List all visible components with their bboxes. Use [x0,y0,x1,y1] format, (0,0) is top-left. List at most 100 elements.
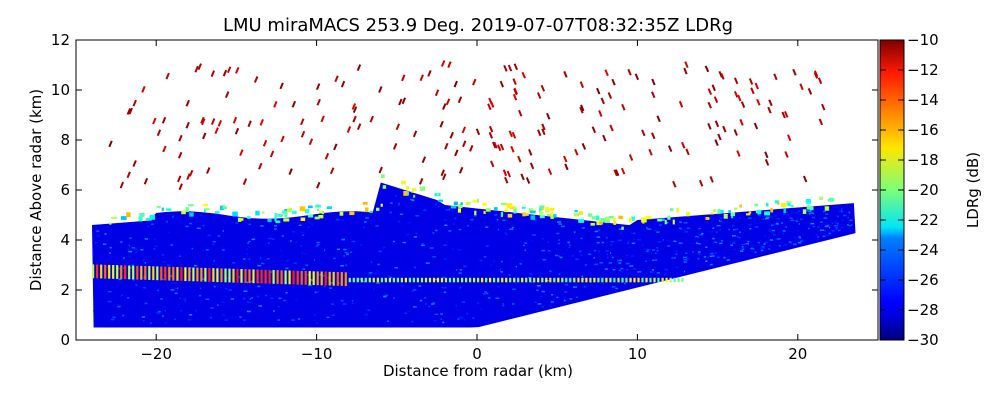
upper-echo-mark [541,123,546,131]
cloud-speckle-cell [432,256,437,258]
edge-cell [513,209,517,214]
cloud-speckle-cell [719,242,723,245]
cloud-speckle-cell [819,221,823,223]
cloud-speckle-cell [96,235,101,237]
upper-echo-mark [707,101,712,109]
bright-band-cell [529,277,532,283]
cloud-speckle-cell [683,259,688,261]
edge-cell [766,202,769,207]
edge-cell [591,216,596,220]
upper-echo-mark [132,99,137,107]
cloud-speckle-cell [819,235,822,237]
cloud-speckle-cell [716,251,720,253]
cloud-speckle-cell [305,264,308,266]
cloud-speckle-cell [330,303,335,305]
upper-echo-mark [141,86,146,93]
upper-echo-mark [234,127,240,135]
edge-cell [156,206,161,209]
bright-band-cell [573,277,576,283]
cloud-speckle-cell [684,270,686,273]
upper-echo-mark [300,118,305,126]
cloud-speckle-cell [307,226,310,228]
cloud-speckle-cell [736,219,739,221]
edge-cell [494,207,498,211]
cloud-speckle-cell [769,239,773,241]
cloud-speckle-cell [747,217,752,219]
cloud-speckle-cell [472,243,475,245]
cloud-speckle-cell [153,311,155,314]
upper-echo-mark [143,177,149,185]
cloud-speckle-cell [604,268,608,270]
edge-cell [780,202,787,208]
cloud-speckle-cell [610,234,613,236]
bright-band-cell [541,277,544,283]
bright-band-cell [400,277,403,283]
cloud-speckle-cell [683,261,687,263]
cloud-speckle-cell [807,227,810,230]
cloud-speckle-cell [448,230,452,232]
edge-cell [646,216,652,220]
bright-band-cell [360,277,363,283]
cloud-speckle-cell [264,259,268,261]
cloud-speckle-cell [698,237,700,239]
cloud-speckle-cell [213,260,215,262]
edge-cell [824,206,830,211]
cloud-speckle-cell [664,274,667,276]
cloud-speckle-cell [700,233,703,236]
cloud-speckle-cell [389,211,392,214]
cloud-speckle-cell [546,250,549,253]
cloud-speckle-cell [798,237,801,239]
edge-cell [550,211,553,217]
cloud-speckle-cell [810,228,813,230]
cloud-speckle-cell [421,244,425,247]
cloud-speckle-cell [405,234,410,236]
cloud-speckle-cell [710,263,713,266]
cloud-speckle-cell [754,226,759,228]
cloud-speckle-cell [301,252,303,254]
cloud-speckle-cell [840,223,843,225]
cloud-speckle-cell [627,242,629,245]
cloud-speckle-cell [732,224,735,227]
bright-band-cell [104,264,107,279]
cloud-speckle-cell [383,246,386,249]
cloud-speckle-cell [730,244,733,246]
cloud-speckle-cell [495,297,500,299]
cloud-speckle-cell [848,224,852,227]
bright-band-cell [481,277,484,283]
cloud-speckle-cell [236,263,239,266]
y-axis: 0 2 4 6 8 10 12 [51,31,878,349]
cloud-speckle-cell [583,286,587,288]
cloud-speckle-cell [741,246,744,248]
edge-cell [380,203,383,207]
cloud-speckle-cell [593,290,596,293]
cloud-speckle-cell [343,248,347,251]
cloud-speckle-cell [612,269,616,271]
cloud-speckle-cell [251,238,256,241]
cloud-speckle-cell [842,222,846,225]
cloud-speckle-cell [470,219,474,221]
x-axis: −20 −10 0 10 20 [140,40,807,363]
edge-cell [539,211,544,215]
cloud-speckle-cell [493,260,495,263]
upper-echo-mark [226,66,232,74]
upper-echo-mark [754,82,759,90]
edge-cell [539,205,545,208]
cloud-speckle-cell [733,240,737,243]
cloud-speckle-cell [532,234,536,236]
upper-echo-mark [698,179,704,187]
cloud-speckle-cell [556,296,559,299]
cloud-speckle-cell [191,247,193,250]
cloud-speckle-cell [418,285,422,287]
cloud-speckle-cell [332,318,335,320]
bright-band-cell [404,277,407,283]
cloud-speckle-cell [559,256,563,259]
cloud-speckle [92,194,853,324]
cloud-speckle-cell [108,290,112,293]
cloud-speckle-cell [593,249,597,252]
cloud-speckle-cell [768,224,771,226]
cloud-speckle-cell [623,282,627,285]
cloud-speckle-cell [667,245,671,247]
upper-echo-mark [152,117,157,125]
upper-echo-mark [488,125,494,133]
cloud-speckle-cell [432,232,435,234]
